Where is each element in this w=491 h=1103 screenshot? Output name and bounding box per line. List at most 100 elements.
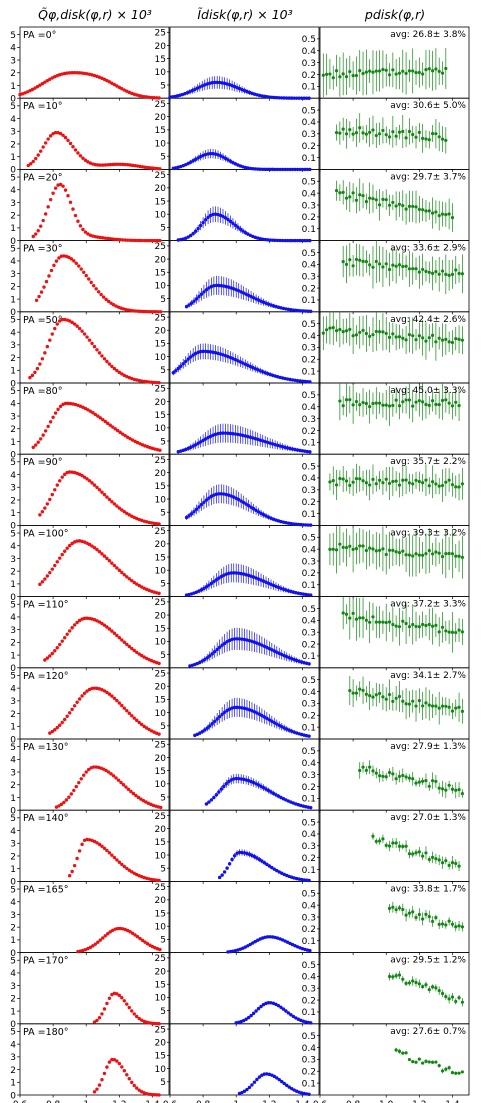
- p-data-point: [364, 692, 368, 696]
- p-data-point: [444, 552, 448, 556]
- y-tick-label: 1: [10, 723, 16, 733]
- p-data-point: [424, 779, 428, 783]
- p-data-point: [338, 327, 342, 332]
- p-data-point: [387, 548, 392, 552]
- p-data-point: [397, 774, 402, 779]
- q-data-point: [75, 71, 79, 75]
- i-data-point: [299, 877, 304, 882]
- i-data-point: [252, 854, 257, 859]
- p-data-point: [374, 401, 378, 405]
- p-data-point: [378, 478, 382, 482]
- q-data-point: [58, 556, 62, 560]
- p-data-point: [368, 765, 372, 769]
- y-tick-label: 5: [160, 295, 166, 305]
- p-data-point: [381, 403, 385, 407]
- p-data-point: [397, 130, 402, 134]
- i-data-point: [225, 639, 229, 644]
- y-tick-label: 3: [10, 626, 16, 636]
- q-data-point: [157, 1021, 161, 1026]
- q-data-point: [152, 1093, 156, 1097]
- i-data-point: [272, 1074, 276, 1079]
- i-data-point: [210, 722, 214, 726]
- q-data-point: [80, 329, 84, 333]
- q-data-point: [56, 407, 60, 412]
- q-data-point: [102, 1007, 107, 1011]
- i-data-point: [256, 510, 261, 514]
- q-data-point: [38, 582, 42, 587]
- p-data-point: [348, 128, 352, 132]
- i-data-point: [300, 449, 305, 453]
- p-data-point: [447, 863, 451, 867]
- p-data-point: [381, 620, 385, 624]
- y-tick-label: 0.2: [302, 284, 316, 294]
- i-data-point: [305, 379, 310, 384]
- p-data-point: [414, 781, 418, 785]
- p-data-point: [328, 326, 332, 330]
- p-data-point: [364, 260, 368, 264]
- q-data-point: [158, 238, 162, 243]
- i-data-point: [196, 441, 200, 446]
- p-data-point: [334, 130, 339, 135]
- q-data-point: [132, 716, 136, 720]
- q-data-point: [152, 96, 156, 100]
- p-data-point: [457, 628, 461, 632]
- p-data-point: [368, 263, 372, 267]
- p-data-point: [440, 991, 445, 996]
- q-data-point: [48, 77, 52, 81]
- q-data-point: [120, 703, 124, 708]
- y-tick-label: 25: [155, 669, 166, 679]
- q-data-point: [36, 440, 40, 444]
- q-data-point: [127, 1005, 131, 1010]
- i-data-point: [309, 805, 313, 810]
- q-data-point: [48, 570, 52, 575]
- q-data-point: [130, 1009, 134, 1013]
- p-data-point: [434, 550, 438, 554]
- i-data-point: [200, 659, 204, 663]
- y-tick-label: 10: [155, 923, 167, 933]
- q-data-point: [105, 1065, 109, 1069]
- i-data-point: [270, 95, 274, 99]
- q-data-point: [150, 238, 155, 243]
- p-data-point: [437, 922, 441, 926]
- q-data-point: [154, 96, 159, 100]
- y-tick-label: 4: [10, 328, 16, 338]
- p-data-point: [344, 132, 349, 136]
- q-data-point: [36, 153, 40, 157]
- q-data-point: [142, 94, 146, 99]
- p-data-point: [381, 547, 385, 551]
- p-data-point: [391, 403, 395, 408]
- p-data-point: [417, 1057, 421, 1061]
- p-data-point: [454, 999, 458, 1004]
- p-data-point: [421, 622, 425, 627]
- i-data-point: [204, 498, 209, 502]
- q-data-point: [125, 511, 129, 516]
- q-data-point: [115, 84, 119, 88]
- q-data-point: [116, 778, 121, 782]
- p-data-point: [450, 483, 455, 487]
- i-data-point: [191, 353, 195, 357]
- p-data-point: [404, 1051, 408, 1055]
- p-data-point: [440, 71, 445, 75]
- p-data-point: [381, 128, 385, 133]
- p-data-point: [421, 136, 425, 140]
- p-data-point: [384, 477, 388, 481]
- q-data-point: [48, 420, 53, 424]
- i-data-point: [222, 870, 227, 874]
- p-data-point: [354, 198, 359, 202]
- p-data-point: [334, 329, 339, 333]
- p-data-point: [368, 130, 372, 134]
- y-tick-label: 0.4: [302, 759, 317, 769]
- y-tick-label: 10: [155, 709, 167, 719]
- q-data-point: [35, 85, 40, 89]
- p-data-point: [417, 207, 421, 211]
- i-data-point: [271, 791, 276, 796]
- q-data-point: [101, 417, 105, 422]
- i-data-point: [198, 349, 203, 354]
- q-data-point: [143, 940, 147, 944]
- i-data-point: [235, 637, 239, 641]
- q-data-point: [92, 483, 97, 487]
- q-data-point: [67, 629, 72, 633]
- q-data-point: [113, 162, 117, 167]
- i-data-point: [283, 238, 287, 243]
- p-data-point: [371, 834, 375, 838]
